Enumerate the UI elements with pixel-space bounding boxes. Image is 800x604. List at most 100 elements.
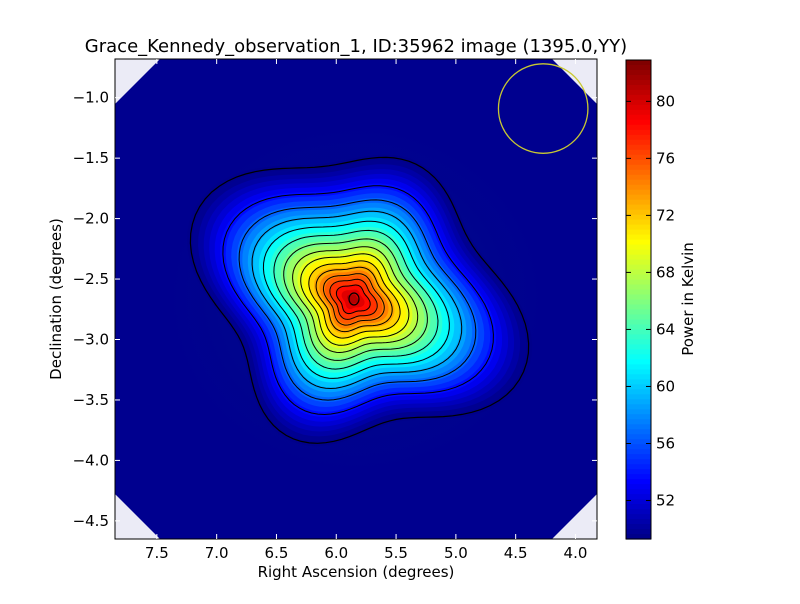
colorbar-segment bbox=[626, 104, 651, 111]
x-tick-label: 4.0 bbox=[564, 544, 588, 562]
colorbar-segment bbox=[626, 124, 651, 131]
colorbar-segment bbox=[626, 64, 651, 71]
colorbar-tick-label: 80 bbox=[656, 92, 675, 110]
colorbar-segment bbox=[626, 189, 651, 196]
colorbar-segment bbox=[626, 114, 651, 121]
y-tick-label: −1.5 bbox=[73, 149, 109, 167]
y-tick-label: −4.5 bbox=[73, 512, 109, 530]
colorbar-segment bbox=[626, 464, 651, 470]
corner-mask-top-right bbox=[552, 59, 597, 104]
colorbar-segment bbox=[626, 164, 651, 171]
colorbar-segment bbox=[626, 309, 651, 316]
contour-lines bbox=[189, 156, 530, 444]
colorbar-segment bbox=[626, 349, 651, 355]
colorbar-segment bbox=[626, 364, 651, 370]
colorbar-segment bbox=[626, 60, 651, 66]
colorbar-segment bbox=[626, 274, 651, 281]
colorbar-segment bbox=[626, 479, 651, 485]
plot-frame bbox=[114, 58, 598, 540]
x-tick-label: 7.0 bbox=[205, 544, 229, 562]
colorbar-segment bbox=[626, 269, 651, 276]
corner-mask-top-left bbox=[115, 59, 160, 104]
y-tick-label: −2.5 bbox=[73, 270, 109, 288]
colorbar-segment bbox=[626, 454, 651, 460]
colorbar-segment bbox=[626, 524, 651, 530]
colorbar-segment bbox=[626, 334, 651, 341]
colorbar-segment bbox=[626, 229, 651, 236]
colorbar-segment bbox=[626, 319, 651, 326]
colorbar-segment bbox=[626, 489, 651, 495]
colorbar-segment bbox=[626, 79, 651, 86]
colorbar-segment bbox=[626, 444, 651, 450]
contour-line bbox=[238, 199, 477, 401]
x-axis-label: Right Ascension (degrees) bbox=[258, 563, 455, 581]
y-tick-label: −2.0 bbox=[73, 210, 109, 228]
contour-line bbox=[322, 273, 385, 326]
colorbar-segment bbox=[626, 494, 651, 500]
colorbar-segment bbox=[626, 234, 651, 241]
colorbar-segment bbox=[626, 504, 651, 510]
colorbar-segment bbox=[626, 204, 651, 211]
colorbar-label: Power in Kelvin bbox=[679, 242, 697, 356]
colorbar-segment bbox=[626, 424, 651, 430]
colorbar-segment bbox=[626, 534, 651, 540]
colorbar-segment bbox=[626, 149, 651, 156]
colorbar-tick-label: 68 bbox=[656, 263, 675, 281]
colorbar-segment bbox=[626, 214, 651, 221]
colorbar-segment bbox=[626, 89, 651, 96]
y-tick-label: −3.0 bbox=[73, 331, 109, 349]
colorbar-segment bbox=[626, 154, 651, 161]
colorbar-segment bbox=[626, 279, 651, 286]
colorbar-segment bbox=[626, 224, 651, 231]
colorbar-segment bbox=[626, 139, 651, 146]
colorbar-segment bbox=[626, 289, 651, 296]
contour-line bbox=[300, 253, 410, 346]
colorbar-segment bbox=[626, 134, 651, 141]
beam-circle bbox=[497, 63, 589, 154]
colorbar-segment bbox=[626, 354, 651, 360]
colorbar-segment bbox=[626, 284, 651, 291]
colorbar-segment bbox=[626, 264, 651, 271]
x-tick-label: 7.5 bbox=[145, 544, 169, 562]
colorbar-segment bbox=[626, 109, 651, 116]
colorbar-segment bbox=[626, 199, 651, 206]
colorbar-segment bbox=[626, 169, 651, 176]
colorbar-segment bbox=[626, 129, 651, 136]
colorbar-segment bbox=[626, 509, 651, 515]
contour-line bbox=[315, 266, 393, 333]
colorbar-segment bbox=[626, 379, 651, 385]
colorbar-segment bbox=[626, 414, 651, 420]
x-tick-label: 6.5 bbox=[265, 544, 289, 562]
colorbar-segment bbox=[626, 304, 651, 311]
colorbar-segment bbox=[626, 449, 651, 455]
colorbar-segment bbox=[626, 324, 651, 331]
colorbar-segment bbox=[626, 254, 651, 261]
colorbar-tick-label: 60 bbox=[656, 377, 675, 395]
colorbar: 52 56 60 64 68 72 76 80 bbox=[625, 59, 675, 540]
colorbar-segment bbox=[626, 459, 651, 465]
colorbar-segment bbox=[626, 404, 651, 410]
colorbar-segment bbox=[626, 184, 651, 191]
colorbar-segment bbox=[626, 239, 651, 246]
colorbar-segment bbox=[626, 344, 651, 350]
x-tick-label: 6.0 bbox=[324, 544, 348, 562]
contour-line bbox=[273, 229, 439, 370]
contour-line bbox=[251, 210, 463, 390]
contour-line bbox=[329, 278, 378, 320]
colorbar-segment bbox=[626, 84, 651, 91]
contour-line bbox=[292, 246, 419, 354]
colorbar-tick-label: 72 bbox=[656, 206, 675, 224]
colorbar-segment bbox=[626, 174, 651, 181]
colorbar-segment bbox=[626, 339, 651, 346]
colorbar-segment bbox=[626, 439, 651, 445]
colorbar-segment bbox=[626, 259, 651, 266]
colorbar-segment bbox=[626, 69, 651, 76]
peak-marker bbox=[348, 292, 360, 306]
colorbar-segment bbox=[626, 329, 651, 336]
y-tick-label: −3.5 bbox=[73, 391, 109, 409]
colorbar-tick-label: 52 bbox=[656, 492, 675, 510]
colorbar-segment bbox=[626, 209, 651, 216]
colorbar-segment bbox=[626, 249, 651, 256]
